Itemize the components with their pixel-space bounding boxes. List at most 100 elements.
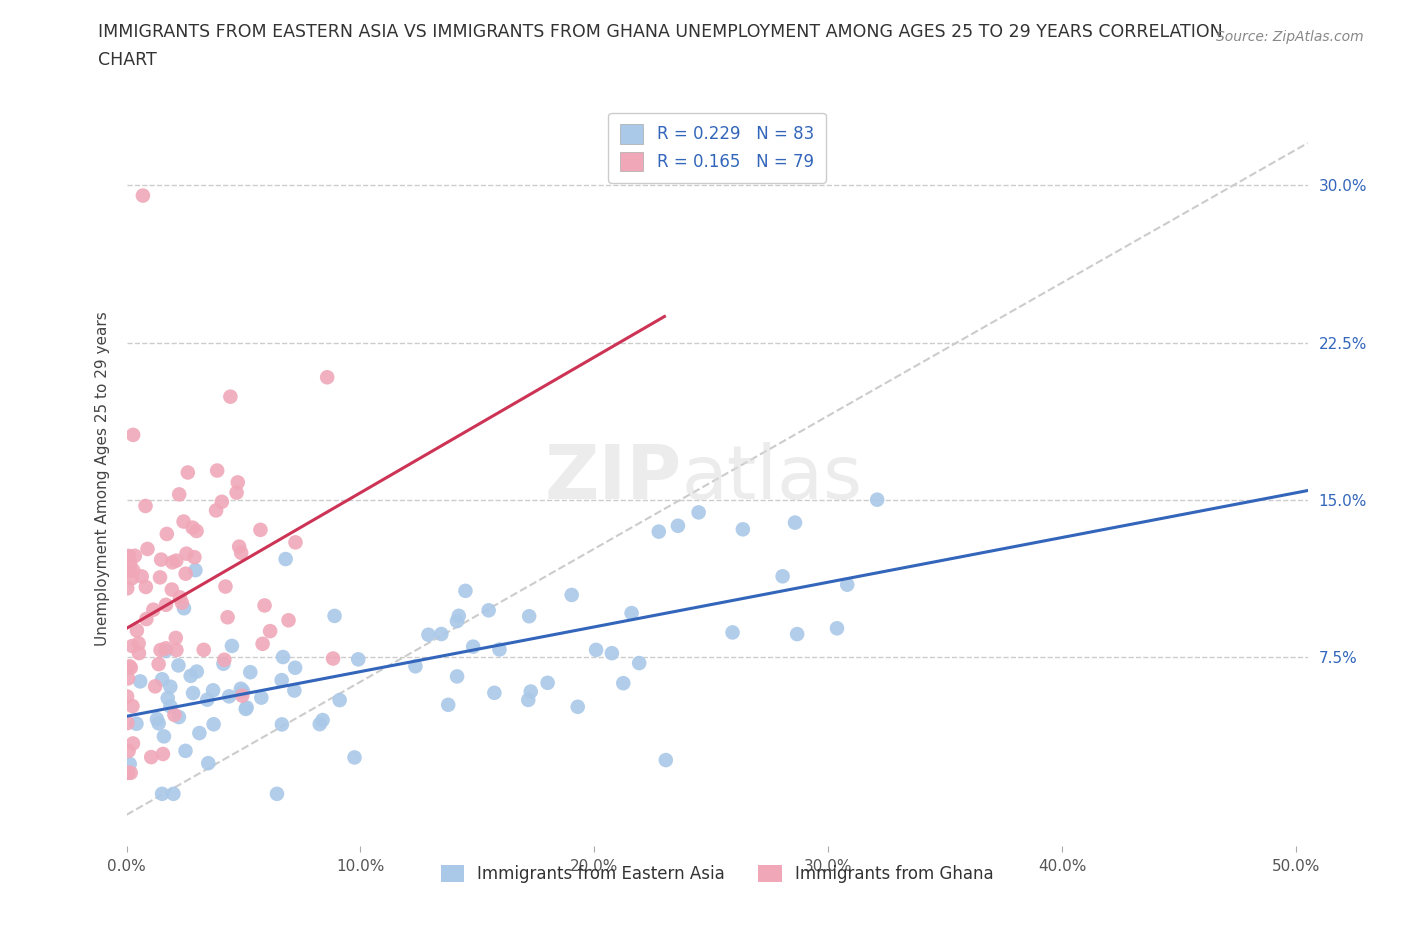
- Point: [167, 710, 190, 724]
- Point: [231, 688, 253, 703]
- Point: [183, 550, 205, 565]
- Point: [249, 523, 271, 538]
- Point: [329, 693, 352, 708]
- Point: [250, 690, 273, 705]
- Point: [134, 498, 156, 513]
- Point: [253, 598, 276, 613]
- Point: [115, 550, 138, 565]
- Point: [135, 579, 157, 594]
- Point: [117, 743, 139, 758]
- Point: [202, 683, 225, 698]
- Point: [463, 639, 485, 654]
- Y-axis label: Unemployment Among Ages 25 to 29 years: Unemployment Among Ages 25 to 29 years: [94, 312, 110, 646]
- Point: [437, 698, 460, 712]
- Point: [136, 541, 159, 556]
- Point: [225, 485, 247, 500]
- Point: [600, 645, 623, 660]
- Point: [117, 671, 139, 685]
- Point: [155, 597, 177, 612]
- Point: [155, 644, 177, 658]
- Point: [125, 623, 148, 638]
- Point: [655, 752, 678, 767]
- Point: [159, 679, 181, 694]
- Point: [266, 787, 288, 802]
- Point: [160, 582, 183, 597]
- Point: [446, 669, 468, 684]
- Point: [221, 639, 243, 654]
- Point: [284, 660, 307, 675]
- Point: [181, 685, 204, 700]
- Point: [235, 701, 257, 716]
- Point: [316, 370, 339, 385]
- Point: [120, 660, 142, 675]
- Point: [228, 539, 250, 554]
- Point: [217, 610, 239, 625]
- Point: [120, 765, 142, 780]
- Point: [165, 553, 187, 568]
- Point: [239, 665, 262, 680]
- Point: [612, 676, 634, 691]
- Point: [115, 765, 138, 780]
- Point: [141, 750, 163, 764]
- Point: [195, 692, 218, 707]
- Point: [115, 765, 138, 780]
- Point: [165, 643, 187, 658]
- Point: [121, 571, 143, 586]
- Point: [517, 609, 540, 624]
- Point: [148, 657, 170, 671]
- Point: [211, 495, 233, 510]
- Point: [202, 717, 225, 732]
- Point: [783, 515, 806, 530]
- Point: [131, 569, 153, 584]
- Point: [193, 643, 215, 658]
- Point: [155, 641, 177, 656]
- Point: [120, 564, 142, 578]
- Point: [284, 535, 307, 550]
- Point: [214, 652, 236, 667]
- Point: [117, 581, 139, 596]
- Point: [786, 627, 808, 642]
- Point: [186, 664, 208, 679]
- Point: [447, 608, 470, 623]
- Point: [188, 725, 211, 740]
- Point: [218, 689, 240, 704]
- Point: [322, 651, 344, 666]
- Point: [308, 717, 330, 732]
- Point: [142, 603, 165, 618]
- Point: [165, 631, 187, 645]
- Point: [731, 522, 754, 537]
- Point: [270, 717, 292, 732]
- Point: [128, 636, 150, 651]
- Point: [536, 675, 558, 690]
- Point: [270, 672, 292, 687]
- Point: [173, 514, 195, 529]
- Point: [169, 590, 191, 604]
- Point: [226, 475, 249, 490]
- Point: [162, 787, 184, 802]
- Point: [117, 765, 139, 780]
- Point: [283, 684, 305, 698]
- Point: [129, 674, 152, 689]
- Point: [430, 627, 453, 642]
- Point: [148, 716, 170, 731]
- Point: [152, 747, 174, 762]
- Point: [517, 693, 540, 708]
- Text: IMMIGRANTS FROM EASTERN ASIA VS IMMIGRANTS FROM GHANA UNEMPLOYMENT AMONG AGES 25: IMMIGRANTS FROM EASTERN ASIA VS IMMIGRAN…: [98, 23, 1223, 41]
- Point: [117, 716, 139, 731]
- Point: [150, 552, 173, 567]
- Point: [156, 691, 179, 706]
- Point: [177, 465, 200, 480]
- Point: [274, 551, 297, 566]
- Point: [323, 608, 346, 623]
- Point: [231, 545, 253, 560]
- Point: [149, 643, 172, 658]
- Point: [156, 526, 179, 541]
- Point: [666, 518, 689, 533]
- Point: [585, 643, 607, 658]
- Point: [259, 624, 281, 639]
- Point: [122, 736, 145, 751]
- Point: [277, 613, 299, 628]
- Point: [122, 563, 145, 578]
- Point: [232, 684, 254, 698]
- Point: [121, 639, 143, 654]
